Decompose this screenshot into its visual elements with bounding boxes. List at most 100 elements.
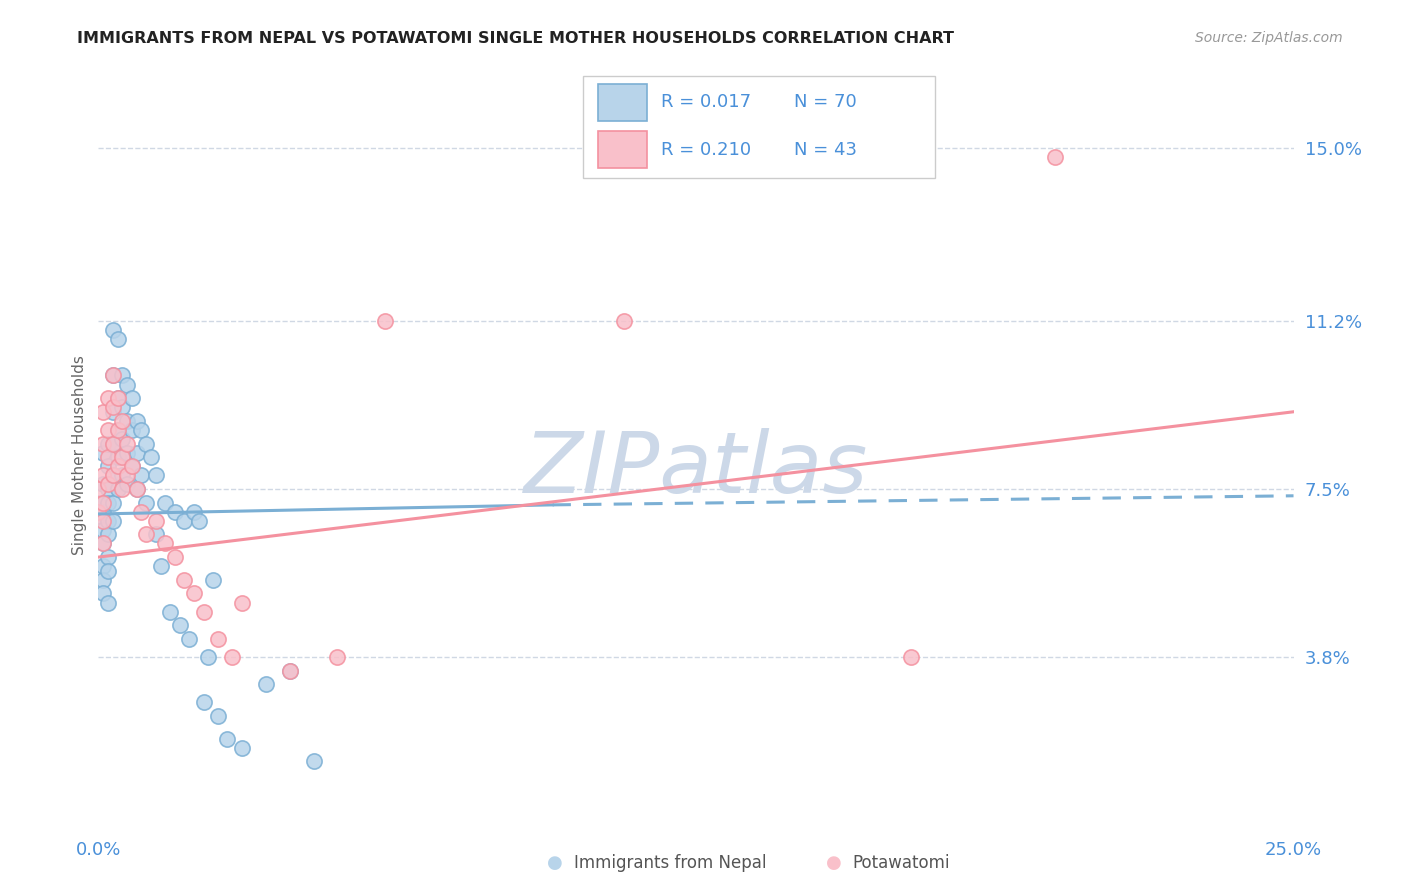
Point (374, 314, 396, 328)
Point (111, 450, 134, 465)
Point (163, 550, 186, 565)
Point (87, 482, 110, 496)
Point (111, 368, 134, 383)
Point (101, 323, 124, 337)
Point (145, 527, 167, 541)
Point (111, 414, 134, 428)
Point (97, 527, 120, 541)
Point (97, 564, 120, 578)
Point (101, 468, 124, 483)
Point (278, 664, 301, 678)
Point (121, 423, 143, 437)
Point (101, 514, 124, 528)
Point (107, 332, 129, 346)
Point (107, 459, 129, 474)
Point (221, 650, 243, 665)
Point (183, 586, 205, 600)
Point (115, 436, 138, 450)
Text: Source: ZipAtlas.com: Source: ZipAtlas.com (1195, 31, 1343, 45)
Text: ●: ● (825, 855, 842, 872)
Point (900, 650, 922, 665)
Point (87, 505, 110, 519)
Point (107, 391, 129, 405)
Point (155, 536, 177, 550)
Point (121, 459, 143, 474)
Point (91, 405, 114, 419)
Text: Potawatomi: Potawatomi (852, 855, 949, 872)
Point (1043, 151, 1066, 165)
Point (302, 755, 325, 769)
Point (115, 468, 138, 483)
Point (207, 709, 229, 723)
Point (91, 477, 114, 491)
Point (91, 495, 114, 509)
Text: N = 70: N = 70 (794, 94, 858, 112)
Point (115, 477, 138, 491)
Point (91, 445, 114, 459)
Point (193, 695, 215, 709)
Point (231, 595, 253, 609)
Point (115, 377, 138, 392)
FancyBboxPatch shape (583, 76, 935, 178)
Point (97, 514, 120, 528)
Point (97, 459, 120, 474)
Text: R = 0.017: R = 0.017 (661, 94, 751, 112)
Point (131, 505, 153, 519)
Point (187, 514, 209, 528)
Point (613, 314, 636, 328)
Point (107, 423, 129, 437)
Point (278, 664, 301, 678)
Point (125, 482, 148, 496)
Point (131, 423, 153, 437)
Point (121, 459, 143, 474)
Point (173, 573, 195, 587)
Point (326, 650, 349, 665)
Point (135, 527, 157, 541)
Point (97, 436, 120, 450)
Point (97, 495, 120, 509)
Point (107, 482, 129, 496)
Point (97, 482, 120, 496)
Point (111, 468, 134, 483)
Point (121, 391, 143, 405)
Text: IMMIGRANTS FROM NEPAL VS POTAWATOMI SINGLE MOTHER HOUSEHOLDS CORRELATION CHART: IMMIGRANTS FROM NEPAL VS POTAWATOMI SING… (77, 31, 955, 46)
Point (91, 559, 114, 574)
Point (87, 509, 110, 524)
Y-axis label: Single Mother Households: Single Mother Households (72, 355, 87, 555)
Point (202, 573, 225, 587)
Point (101, 436, 124, 450)
Point (145, 514, 167, 528)
Point (101, 468, 124, 483)
Point (217, 731, 239, 746)
Text: ZIPatlas: ZIPatlas (524, 428, 868, 511)
Point (91, 523, 114, 537)
Point (193, 605, 215, 619)
Point (87, 495, 110, 509)
Point (91, 514, 114, 528)
Point (101, 405, 124, 419)
Point (135, 495, 157, 509)
Point (91, 436, 114, 450)
Point (91, 536, 114, 550)
Text: ●: ● (547, 855, 564, 872)
FancyBboxPatch shape (598, 131, 647, 168)
FancyBboxPatch shape (598, 84, 647, 121)
Point (173, 514, 195, 528)
Point (231, 740, 253, 755)
Point (169, 618, 191, 632)
Point (115, 414, 138, 428)
Point (91, 586, 114, 600)
Point (135, 436, 157, 450)
Point (97, 450, 120, 465)
Point (179, 632, 201, 646)
Point (254, 677, 277, 691)
Point (197, 650, 219, 665)
Point (91, 505, 114, 519)
Point (207, 632, 229, 646)
Point (125, 482, 148, 496)
Point (101, 368, 124, 383)
Point (111, 482, 134, 496)
Point (101, 436, 124, 450)
Point (107, 450, 129, 465)
Text: Immigrants from Nepal: Immigrants from Nepal (574, 855, 766, 872)
